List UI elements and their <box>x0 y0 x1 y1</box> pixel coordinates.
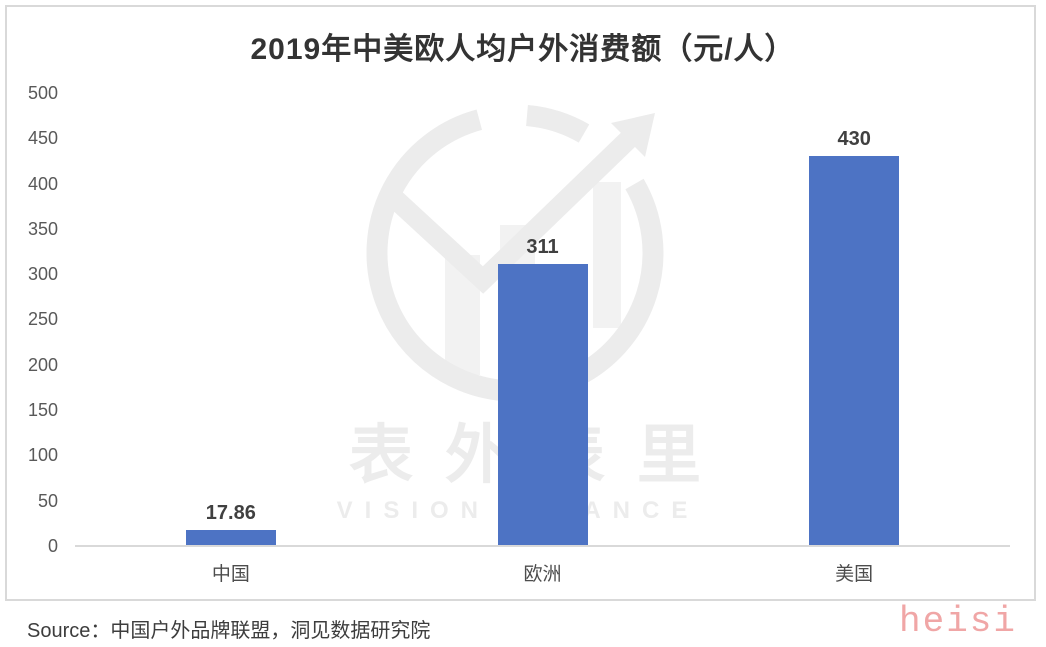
x-axis-labels: 中国 欧洲 美国 <box>75 559 1010 586</box>
y-tick: 0 <box>47 535 58 556</box>
bar-value-label: 311 <box>526 236 559 259</box>
plot-area: 17.86 311 430 <box>75 93 1010 546</box>
bar-group-europe: 311 <box>387 93 699 546</box>
bar-group-usa: 430 <box>698 93 1010 546</box>
y-tick: 300 <box>27 264 58 285</box>
bar-value-label: 430 <box>837 128 871 151</box>
bar-europe <box>497 264 588 546</box>
source-text: Source：中国户外品牌联盟，洞见数据研究院 <box>27 620 431 642</box>
y-tick: 250 <box>27 309 58 330</box>
y-tick: 350 <box>27 218 58 239</box>
chart-title: 2019年中美欧人均户外消费额（元/人） <box>250 33 796 66</box>
bar-group-china: 17.86 <box>75 93 387 546</box>
category-label-china: 中国 <box>211 564 250 585</box>
y-tick: 50 <box>37 490 58 511</box>
y-tick: 450 <box>27 128 58 149</box>
corner-watermark-text: heisi <box>899 601 1018 642</box>
category-label-europe: 欧洲 <box>523 564 562 585</box>
bar-value-label: 17.86 <box>205 501 256 524</box>
category-label-usa: 美国 <box>835 564 874 585</box>
y-tick: 150 <box>27 400 58 421</box>
y-tick: 200 <box>27 354 58 375</box>
y-tick: 500 <box>27 83 58 103</box>
y-axis: 500 450 400 350 300 250 200 150 100 50 0 <box>0 83 58 556</box>
y-tick: 400 <box>27 173 58 194</box>
bar-usa <box>809 156 900 546</box>
y-tick: 100 <box>27 445 58 466</box>
x-axis-line <box>75 545 1010 547</box>
bar-china <box>185 529 276 546</box>
